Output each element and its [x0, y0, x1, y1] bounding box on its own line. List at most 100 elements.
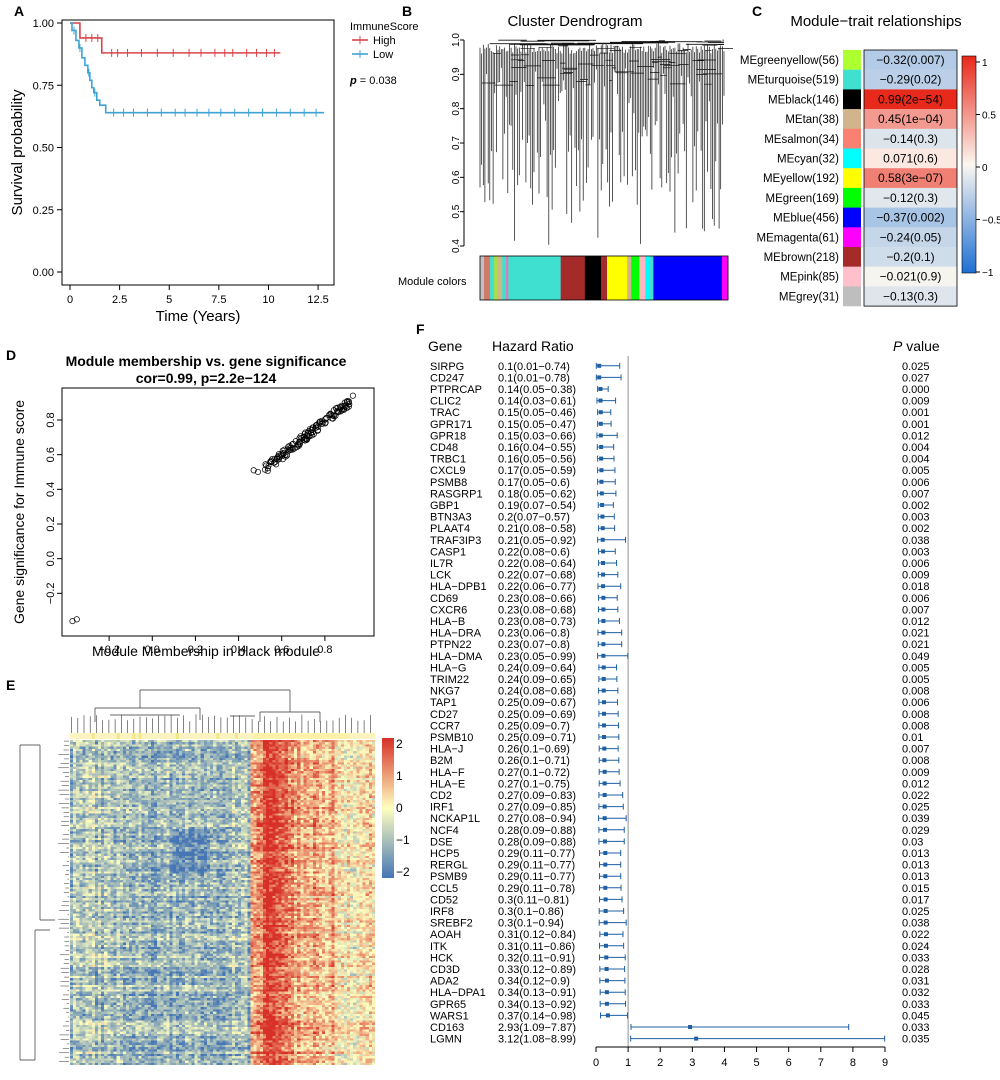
y-tick-label: 0.25 [33, 205, 54, 217]
gene-label: PSMB8 [430, 477, 467, 489]
scatter-point [295, 442, 302, 449]
hr-point [602, 827, 607, 832]
module-label: MEbrown(218) [764, 252, 840, 264]
annotation-cell [359, 733, 363, 739]
annotation-cell [213, 733, 217, 739]
annotation-cell [141, 733, 145, 739]
annotation-cell [197, 733, 201, 739]
x-tick-label: 0.4 [231, 644, 246, 656]
annotation-cell [241, 733, 245, 739]
correlation-value: 0.071(0.6) [883, 152, 938, 166]
hr-point [602, 700, 607, 705]
module-swatch [843, 207, 861, 228]
p-value-text: 0.025 [902, 361, 930, 373]
hazard-ratio-text: 0.15(0.05−0.46) [498, 407, 576, 419]
hr-point [601, 677, 606, 681]
correlation-cell [864, 227, 957, 248]
hr-point [601, 619, 606, 623]
chart-title: Module membership vs. gene significance [66, 353, 347, 369]
hazard-ratio-text: 0.25(0.09−0.69) [498, 709, 576, 721]
module-color-segment [653, 256, 723, 300]
annotation-cell [300, 733, 304, 739]
annotation-cell [244, 733, 248, 739]
x-tick-label: −0.2 [98, 644, 120, 656]
p-value-text: 0.012 [902, 430, 930, 442]
annotation-cell [312, 733, 317, 739]
p-value-text: 0.032 [902, 987, 930, 999]
module-color-segment [627, 256, 632, 300]
scatter-point [69, 618, 76, 625]
dendrogram-branches [479, 43, 733, 245]
hazard-ratio-text: 0.31(0.12−0.84) [498, 929, 576, 941]
module-label: MEsalmon(34) [764, 134, 839, 146]
x-tick-label: 0 [593, 1057, 599, 1069]
y-tick-label: 0.00 [33, 267, 54, 279]
hazard-ratio-text: 0.1(0.01−0.78) [498, 372, 570, 384]
module-swatch [843, 69, 861, 90]
hr-point [602, 758, 607, 763]
module-swatch [843, 89, 861, 110]
scatter-point [287, 446, 294, 453]
p-value-text: 0.028 [902, 964, 930, 976]
x-tick-label: 5 [166, 294, 172, 306]
annotation-cell [126, 733, 130, 739]
annotation-cell [256, 733, 261, 739]
module-swatch [843, 148, 861, 169]
p-value-text: 0.006 [902, 558, 930, 570]
hr-point [603, 874, 608, 879]
module-label: MEpink(85) [780, 272, 839, 284]
gene-label: HLA−F [430, 767, 465, 779]
hazard-ratio-text: 0.29(0.11−0.77) [498, 848, 575, 860]
gene-label: CXCR6 [430, 604, 467, 616]
module-swatch [843, 168, 861, 189]
module-swatch [843, 109, 861, 129]
annotation-cell [110, 733, 114, 739]
hazard-ratio-text: 0.16(0.04−0.55) [498, 442, 576, 454]
hr-point [598, 410, 603, 415]
correlation-cell [864, 89, 957, 110]
p-value-text: p = 0.038 [349, 75, 397, 87]
gene-label: CD3D [430, 964, 460, 976]
correlation-cell [864, 69, 957, 90]
p-value-text: 0.007 [902, 488, 930, 500]
y-tick-label: 0.5 [451, 204, 462, 218]
module-label: MEmagenta(61) [757, 232, 840, 244]
correlation-cell [864, 207, 957, 228]
annotation-cell [191, 733, 195, 739]
hr-point [601, 642, 606, 647]
annotation-cell [297, 733, 301, 739]
annotation-cell [163, 733, 167, 739]
p-value-text: 0.01 [902, 732, 923, 744]
annotation-cell [331, 733, 335, 739]
annotation-cell [362, 733, 366, 739]
p-value-text: 0.008 [902, 709, 930, 721]
hazard-ratio-text: 0.27(0.1−0.72) [498, 767, 570, 779]
hr-point [601, 630, 606, 635]
p-value-text: 0.004 [902, 454, 930, 466]
colorbar-tick-label: −1 [396, 833, 410, 847]
hr-point [600, 514, 605, 519]
gene-label: CASP1 [430, 546, 466, 558]
hr-point [602, 793, 607, 797]
annotation-cell [228, 733, 233, 739]
p-value-text: 0.013 [902, 860, 930, 872]
module-color-segment [584, 256, 602, 300]
legend-item-high: High [373, 35, 396, 47]
hr-point [603, 885, 608, 890]
hazard-ratio-text: 0.15(0.03−0.66) [498, 430, 576, 442]
annotation-cell [70, 733, 74, 739]
gene-label: HLA−DPB1 [430, 581, 487, 593]
p-value-text: 0.008 [902, 755, 930, 767]
module-color-segment [560, 256, 586, 300]
scatter-point [73, 616, 80, 623]
module-color-segment [631, 256, 640, 300]
p-value-text: 0.035 [902, 1034, 930, 1046]
correlation-value: −0.32(0.007) [876, 53, 944, 67]
p-value-text: 0.001 [902, 419, 930, 431]
x-tick-label: 4 [721, 1057, 727, 1069]
hr-point [602, 746, 607, 751]
hr-point [598, 387, 603, 391]
x-axis-title: Time (Years) [156, 308, 241, 325]
annotation-cell [278, 733, 282, 739]
hr-point [601, 665, 606, 670]
